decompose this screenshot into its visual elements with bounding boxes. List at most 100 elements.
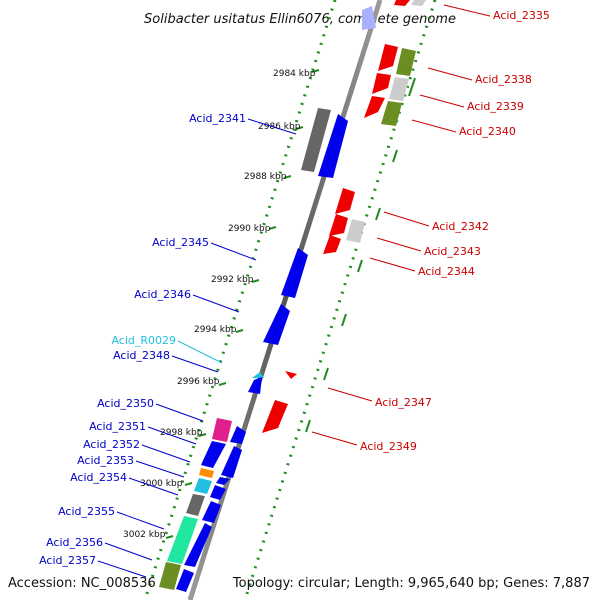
gene-acid-2350 <box>212 418 232 442</box>
gene-label-acid-2356: Acid_2356 <box>46 536 103 549</box>
leader-line <box>171 355 219 373</box>
leader-line <box>97 560 147 578</box>
kbp-labels: 2984 kbp 2986 kbp 2988 kbp 2990 kbp 2992… <box>123 69 316 540</box>
leader-line <box>311 431 358 446</box>
leader-line <box>411 119 457 133</box>
gene-label-acid-2345: Acid_2345 <box>152 236 209 249</box>
gene-label-acid-2348: Acid_2348 <box>113 349 170 362</box>
gene-acid-2357 <box>176 569 194 592</box>
forward-strand-genes <box>262 0 426 433</box>
gene-label-acid-2349: Acid_2349 <box>360 440 417 453</box>
gene-label-acid-2347: Acid_2347 <box>375 396 432 409</box>
kbp-label: 2986 kbp <box>258 122 301 132</box>
kbp-label: 3002 kbp <box>123 530 166 540</box>
leader-line <box>155 403 204 422</box>
leader-line <box>147 426 197 445</box>
gene-top-ghost <box>362 6 376 30</box>
kbp-label: 2984 kbp <box>273 69 316 79</box>
gene-acid-2356 <box>184 523 212 567</box>
gene-acid-2339-grey <box>389 77 409 101</box>
leader-line <box>116 511 165 530</box>
gene-label-acid-2354: Acid_2354 <box>70 471 127 484</box>
gene-acid-2338-olive <box>396 48 416 76</box>
gene-acid-2354 <box>194 478 212 494</box>
gene-acid-2356-aqua <box>167 516 198 564</box>
gene-label-acid-2351: Acid_2351 <box>89 420 146 433</box>
gene-acid-2354-b <box>216 477 230 485</box>
leader-line <box>177 340 223 364</box>
gene-acid-2342-a <box>335 188 355 214</box>
gene-label-acid-r0029: Acid_R0029 <box>111 334 176 347</box>
leader-line <box>419 94 465 108</box>
gene-label-acid-2346: Acid_2346 <box>134 288 191 301</box>
gene-acid-2346 <box>263 304 290 345</box>
gene-acid-2347 <box>285 371 297 379</box>
kbp-label: 2998 kbp <box>160 428 203 438</box>
gene-acid-2357-olive <box>159 562 181 590</box>
gene-label-acid-2350: Acid_2350 <box>97 397 154 410</box>
kbp-major-ticks <box>165 69 320 539</box>
forward-track-dashes <box>305 77 416 433</box>
gene-acid-2338-a <box>378 44 398 71</box>
gene-acid-2344 <box>323 235 341 254</box>
kbp-label: 2996 kbp <box>177 377 220 387</box>
leader-line <box>128 477 179 496</box>
gene-acid-2341-grey <box>301 108 331 172</box>
forward-dotted-track <box>243 0 437 600</box>
gene-acid-2342-b <box>329 214 348 236</box>
leader-line <box>104 542 153 561</box>
leader-line <box>141 444 191 463</box>
gene-acid-2335 <box>394 0 410 6</box>
gene-label-acid-2355: Acid_2355 <box>58 505 115 518</box>
leader-line <box>383 211 430 227</box>
gene-acid-2355-grey <box>186 494 205 516</box>
gene-acid-2348 <box>248 377 262 394</box>
gene-label-acid-2357: Acid_2357 <box>39 554 96 567</box>
gene-label-acid-2353: Acid_2353 <box>77 454 134 467</box>
gene-label-acid-2335: Acid_2335 <box>493 9 550 22</box>
gene-label-acid-2342: Acid_2342 <box>432 220 489 233</box>
leader-line <box>376 237 422 252</box>
leader-line <box>135 460 185 478</box>
kbp-label: 2988 kbp <box>244 172 287 182</box>
reverse-strand-genes <box>159 6 376 592</box>
gene-acid-2339-red <box>364 96 385 118</box>
gene-acid-2345 <box>281 248 308 298</box>
gene-label-acid-2341: Acid_2341 <box>189 112 246 125</box>
gene-acid-2352-b <box>221 446 242 478</box>
kbp-label: 2992 kbp <box>211 275 254 285</box>
gene-acid-2340-olive <box>381 101 402 126</box>
left-gene-labels: Acid_2341 Acid_2345 Acid_2346 Acid_R0029… <box>39 112 297 578</box>
gene-acid-2353 <box>199 468 214 478</box>
accession-text: Accession: NC_008536 <box>8 576 156 591</box>
gene-label-acid-2343: Acid_2343 <box>424 245 481 258</box>
right-gene-labels: Acid_2335 Acid_2338 Acid_2339 Acid_2340 … <box>311 4 550 453</box>
gene-label-acid-2339: Acid_2339 <box>467 100 524 113</box>
gene-acid-2354-c <box>210 485 226 500</box>
gene-acid-r0029 <box>252 372 264 378</box>
gene-acid-2355-blue <box>202 501 221 523</box>
gene-acid-2341 <box>318 114 348 178</box>
gene-label-acid-2340: Acid_2340 <box>459 125 516 138</box>
leader-line <box>192 294 240 313</box>
leader-line <box>210 242 257 261</box>
kbp-label: 2990 kbp <box>228 224 271 234</box>
gene-acid-2343-grey <box>346 219 365 243</box>
leader-line <box>443 4 491 17</box>
gene-label-acid-2338: Acid_2338 <box>475 73 532 86</box>
gene-acid-2352-a <box>201 441 226 468</box>
gene-acid-2351 <box>230 426 246 444</box>
leader-line <box>369 257 416 272</box>
leader-line <box>327 387 373 402</box>
kbp-label: 3000 kbp <box>140 479 183 489</box>
genome-title: Solibacter usitatus Ellin6076, complete … <box>144 12 456 27</box>
leader-line <box>247 118 297 135</box>
gene-label-acid-2344: Acid_2344 <box>418 265 475 278</box>
kbp-label: 2994 kbp <box>194 325 237 335</box>
gene-acid-2338-b <box>372 73 391 94</box>
genome-backbone <box>187 0 383 600</box>
topology-text: Topology: circular; Length: 9,965,640 bp… <box>232 576 590 591</box>
gene-acid-2349 <box>262 400 288 433</box>
gene-label-acid-2352: Acid_2352 <box>83 438 140 451</box>
